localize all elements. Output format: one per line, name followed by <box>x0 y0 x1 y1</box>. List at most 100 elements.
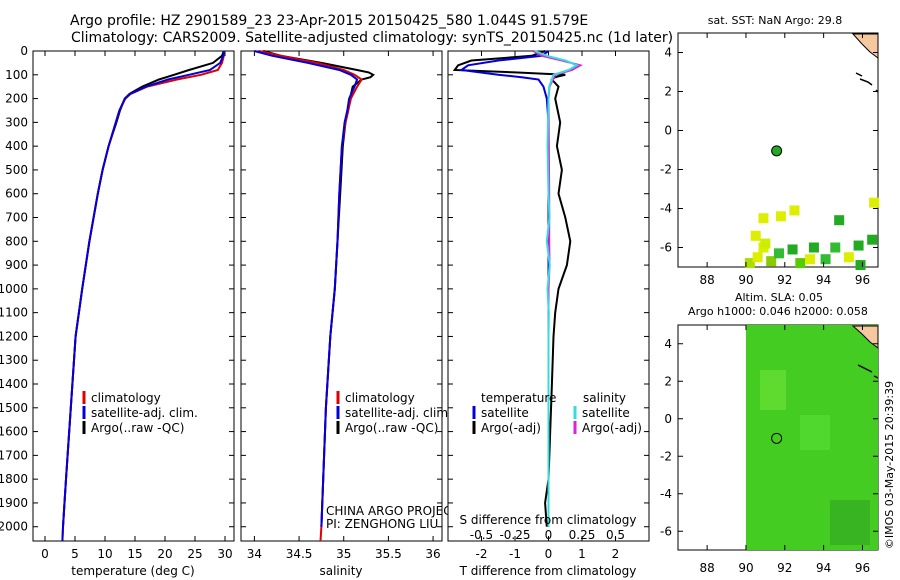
map-y-tick-label: 0 <box>664 124 672 138</box>
depth-tick-label: 1800 <box>0 472 28 486</box>
project-label: CHINA ARGO PROJECT <box>326 504 460 518</box>
depth-tick-label: 0 <box>20 44 28 58</box>
map-x-tick-label: 92 <box>777 273 792 287</box>
sla-patch-light <box>760 370 786 410</box>
sst-cell <box>808 242 819 253</box>
sst-cell <box>830 242 841 253</box>
sla-patch-dark <box>830 500 870 545</box>
legend-t-argo: Argo(-adj) <box>481 421 541 435</box>
sst-cell <box>867 234 878 245</box>
map-x-tick-label: 90 <box>738 561 753 575</box>
map-y-tick-label: 2 <box>664 85 672 99</box>
sst-cell <box>834 215 845 226</box>
t-difference-tick-label: 1 <box>578 547 586 561</box>
legend-climatology: climatology <box>91 391 161 405</box>
temperature-tick-label: 15 <box>127 547 142 561</box>
satellite-salinity-line <box>254 50 359 527</box>
satellite-temperature-line <box>61 50 226 542</box>
depth-tick-label: 300 <box>5 115 28 129</box>
salinity-tick-label: 35 <box>336 547 351 561</box>
sst-map-axes: 4 2 0 -2 -4 -6 88 90 92 94 96 <box>660 33 878 287</box>
s-difference-tick-label: 0.5 <box>606 528 625 542</box>
sst-cell <box>766 256 777 267</box>
depth-tick-label: 700 <box>5 211 28 225</box>
map-x-tick-label: 94 <box>816 273 831 287</box>
map-y-tick-label: 4 <box>664 46 672 60</box>
difference-x-axis: -2 -1 0 1 2 -0.5 -0.25 0 0.25 0.5 <box>470 51 625 561</box>
temperature-x-axis: 0 5 10 15 20 25 30 <box>41 51 233 561</box>
t-difference-label: T difference from climatology <box>459 564 637 578</box>
s-difference-label: S difference from climatology <box>460 513 637 527</box>
map-y-tick-label: -4 <box>660 202 672 216</box>
title-line-1: Argo profile: HZ 2901589_23 23-Apr-2015 … <box>70 13 588 29</box>
sst-cell <box>775 211 786 222</box>
map-x-tick-label: 92 <box>777 561 792 575</box>
salinity-xlabel: salinity <box>319 564 362 578</box>
temperature-frame <box>32 50 235 542</box>
temperature-xlabel: temperature (deg C) <box>71 564 194 578</box>
map-y-tick-label: 4 <box>664 337 672 351</box>
salinity-y-ticks <box>241 50 442 528</box>
depth-tick-label: 2000 <box>0 520 28 534</box>
depth-tick-label: 1400 <box>0 377 28 391</box>
map-x-tick-label: 96 <box>855 561 870 575</box>
sst-cell <box>805 254 816 265</box>
legend-salinity-title: salinity <box>583 391 626 405</box>
sst-cell <box>855 260 866 271</box>
s-difference-tick-label: -0.25 <box>499 528 530 542</box>
depth-tick-label: 200 <box>5 92 28 106</box>
sst-cell <box>820 254 831 265</box>
legend-s-satellite: satellite <box>582 406 630 420</box>
temperature-series <box>61 50 226 542</box>
legend-satellite: satellite-adj. clim. <box>91 406 198 420</box>
depth-tick-label: 1900 <box>0 496 28 510</box>
depth-axis: 0 100 200 300 400 500 600 700 800 900 1000 1100 1200… <box>0 44 234 534</box>
map-y-tick-label: -2 <box>660 163 672 177</box>
difference-y-ticks <box>448 50 649 528</box>
temperature-tick-label: 10 <box>97 547 112 561</box>
temperature-panel: 0100200300400500600700800900100011001200… <box>0 44 235 578</box>
pi-label: PI: ZENGHONG LIU <box>326 517 438 531</box>
salinity-tick-label: 36 <box>425 547 440 561</box>
sla-map-title-2: Argo h1000: 0.046 h2000: 0.058 <box>688 305 868 318</box>
sst-cell <box>744 258 755 269</box>
sst-map-title: sat. SST: NaN Argo: 29.8 <box>708 14 842 27</box>
legend-argo: Argo(..raw -QC) <box>91 421 184 435</box>
sst-cell <box>789 205 800 216</box>
t-difference-tick-label: -1 <box>509 547 521 561</box>
sla-map-axes: 4 2 0 -2 -4 -6 88 90 92 94 96 <box>660 325 878 575</box>
salinity-tick-label: 34 <box>247 547 262 561</box>
temperature-tick-label: 5 <box>71 547 79 561</box>
salinity-series <box>254 50 375 542</box>
sst-cell <box>750 230 761 241</box>
difference-legend: temperature salinity satellite Argo(-adj… <box>472 391 642 435</box>
sst-map: sat. SST: NaN Argo: 29.8 4 2 0 -2 -4 -6 88 90 92… <box>660 14 880 287</box>
sst-cells <box>744 197 880 271</box>
t-difference-tick-label: -2 <box>476 547 488 561</box>
depth-tick-label: 1100 <box>0 306 28 320</box>
sla-map-title-1: Altim. SLA: 0.05 <box>735 291 823 304</box>
salinity-x-axis: 34 34.5 35 35.5 36 <box>247 51 441 561</box>
sst-cell <box>758 213 769 224</box>
s-difference-tick-label: 0.25 <box>569 528 596 542</box>
temperature-tick-label: 25 <box>187 547 202 561</box>
depth-tick-label: 1700 <box>0 448 28 462</box>
s-difference-tick-label: 0 <box>545 528 553 542</box>
map-y-tick-label: -2 <box>660 449 672 463</box>
title-line-2: Climatology: CARS2009. Satellite-adjuste… <box>71 30 673 46</box>
legend-temperature-title: temperature <box>481 391 556 405</box>
sla-coastline <box>857 364 879 379</box>
sst-cell <box>853 240 864 251</box>
sla-map: Altim. SLA: 0.05 Argo h1000: 0.046 h2000… <box>660 291 879 575</box>
temperature-tick-label: 20 <box>157 547 172 561</box>
map-y-tick-label: 2 <box>664 374 672 388</box>
map-x-tick-label: 88 <box>699 561 714 575</box>
depth-tick-label: 900 <box>5 258 28 272</box>
difference-series <box>452 50 583 527</box>
sst-cell <box>787 244 798 255</box>
legend-climatology: climatology <box>345 391 415 405</box>
sla-argo-marker <box>771 432 783 444</box>
sst-cell <box>795 258 806 269</box>
depth-tick-label: 100 <box>5 68 28 82</box>
